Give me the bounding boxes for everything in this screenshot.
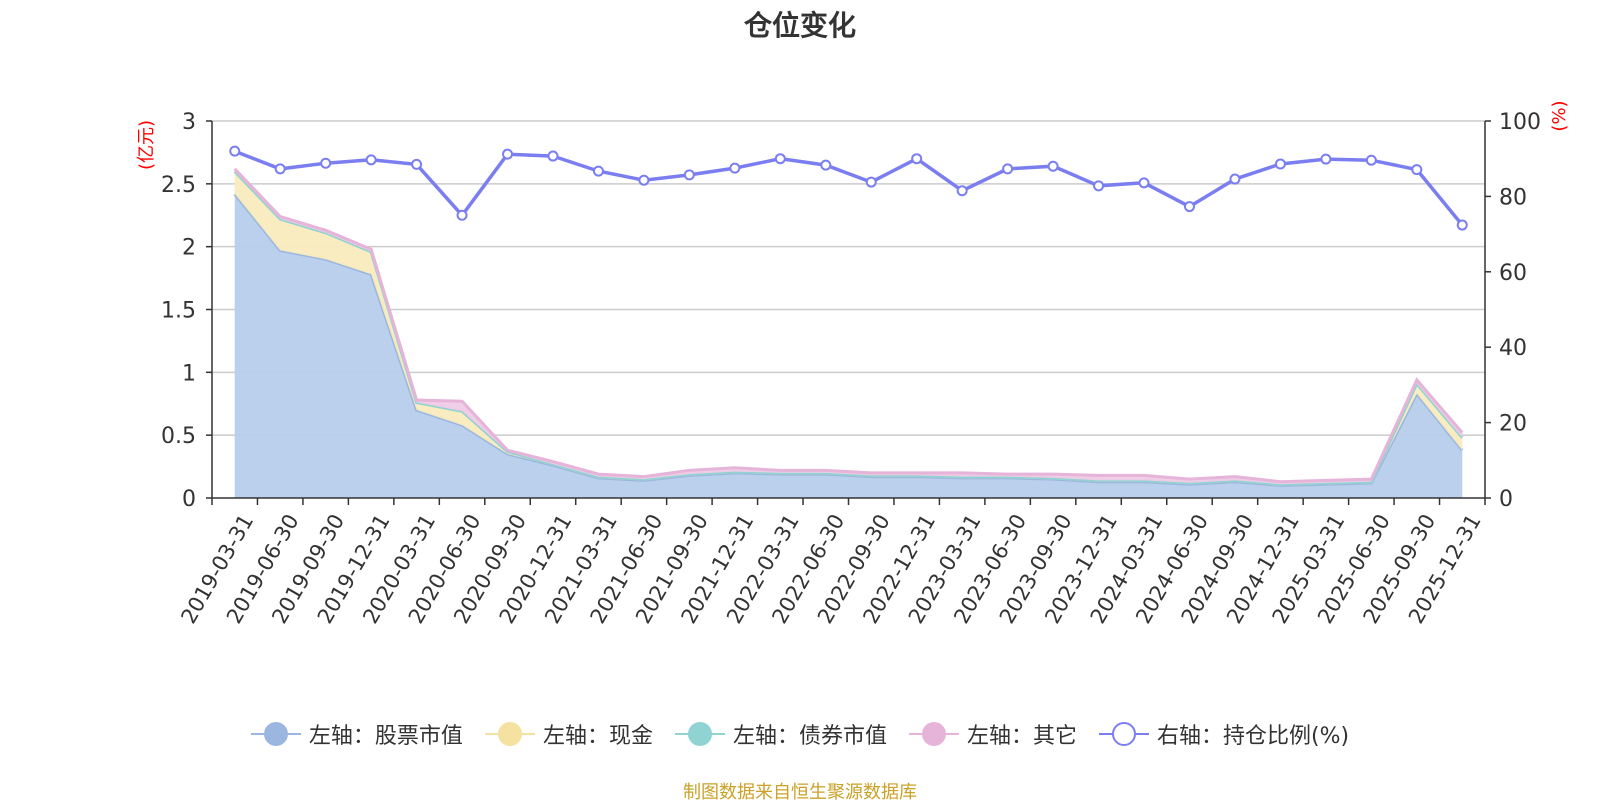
ratio-point: [956, 185, 968, 197]
ratio-point: [774, 153, 786, 165]
right-tick-label: 60: [1499, 261, 1527, 286]
left-tick-label: 2.5: [161, 173, 196, 198]
legend-symbol-icon: [908, 719, 959, 749]
legend-item[interactable]: 右轴：持仓比例(%): [1098, 718, 1350, 750]
right-tick-label: 20: [1499, 412, 1527, 437]
ratio-point: [683, 169, 695, 181]
ratio-line: [234, 149, 1464, 227]
ratio-point: [502, 148, 514, 160]
legend: 左轴：股票市值 左轴：现金 左轴：债券市值 左轴：其它 右轴：持仓比例(%): [0, 718, 1600, 750]
ratio-point: [1274, 158, 1286, 170]
legend-symbol-icon: [250, 719, 301, 749]
ratio-point: [1456, 219, 1468, 231]
left-tick-label: 0.5: [161, 424, 196, 449]
left-axis-unit: (亿元): [136, 120, 157, 170]
ratio-point: [1183, 201, 1195, 213]
right-tick-label: 100: [1499, 110, 1541, 135]
left-tick-label: 1.5: [161, 299, 196, 324]
line-layer: [229, 145, 1468, 231]
ratio-point: [1138, 177, 1150, 189]
ratio-point: [1002, 163, 1014, 175]
legend-symbol-icon: [674, 719, 725, 749]
left-tick-label: 1: [182, 361, 196, 386]
ratio-point: [592, 165, 604, 177]
legend-item[interactable]: 左轴：股票市值: [250, 718, 463, 750]
ratio-point: [1047, 160, 1059, 172]
ratio-point: [865, 176, 877, 188]
ratio-point: [229, 145, 241, 157]
right-axis-unit: (%): [1549, 100, 1570, 131]
left-tick-label: 3: [182, 110, 196, 135]
ratio-point: [1365, 154, 1377, 166]
source-note: 制图数据来自恒生聚源数据库: [683, 782, 917, 803]
legend-item[interactable]: 左轴：债券市值: [674, 718, 887, 750]
ratio-point: [638, 174, 650, 186]
ratio-point: [274, 163, 286, 175]
legend-symbol-icon: [1098, 719, 1149, 749]
right-tick-label: 40: [1499, 336, 1527, 361]
legend-item[interactable]: 左轴：现金: [484, 718, 653, 750]
ratio-point: [1229, 173, 1241, 185]
ratio-point: [911, 153, 923, 165]
area-series-0: [234, 193, 1463, 498]
area-layer: [233, 167, 1464, 498]
ratio-point: [729, 162, 741, 174]
legend-item[interactable]: 左轴：其它: [908, 718, 1077, 750]
ratio-point: [365, 154, 377, 166]
right-tick-label: 80: [1499, 185, 1527, 210]
ratio-point: [820, 159, 832, 171]
ratio-point: [320, 157, 332, 169]
legend-label: 左轴：债券市值: [732, 724, 887, 749]
legend-label: 左轴：股票市值: [308, 724, 463, 749]
left-tick-label: 0: [182, 487, 196, 512]
ratio-point: [1411, 164, 1423, 176]
legend-label: 左轴：其它: [966, 724, 1077, 749]
right-tick-label: 0: [1499, 487, 1513, 512]
legend-symbol-icon: [484, 719, 535, 749]
left-tick-label: 2: [182, 236, 196, 261]
ratio-point: [411, 158, 423, 170]
ratio-point: [1320, 153, 1332, 165]
ratio-point: [456, 209, 468, 221]
ratio-point: [547, 150, 559, 162]
chart-title: 仓位变化: [743, 9, 856, 42]
ratio-point: [1093, 180, 1105, 192]
legend-label: 右轴：持仓比例(%): [1156, 724, 1350, 749]
legend-label: 左轴：现金: [542, 724, 653, 749]
area-line-3: [233, 167, 1464, 484]
